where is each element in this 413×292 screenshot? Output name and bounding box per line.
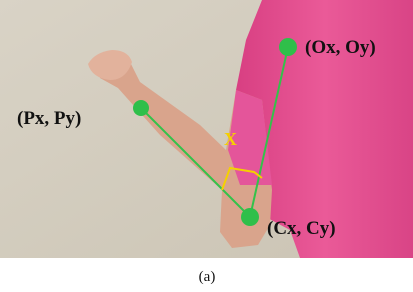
angle-label: X (224, 129, 237, 149)
caption: (a) (199, 269, 216, 285)
point-label: (Px, Py) (17, 108, 81, 129)
point-p (133, 100, 149, 116)
point-label: (Cx, Cy) (267, 218, 336, 239)
point-label: (Ox, Oy) (305, 37, 376, 58)
point-o (279, 38, 297, 56)
point-c (241, 208, 259, 226)
figure: X (Ox, Oy) (Px, Py) (Cx, Cy) (a) (0, 0, 413, 292)
